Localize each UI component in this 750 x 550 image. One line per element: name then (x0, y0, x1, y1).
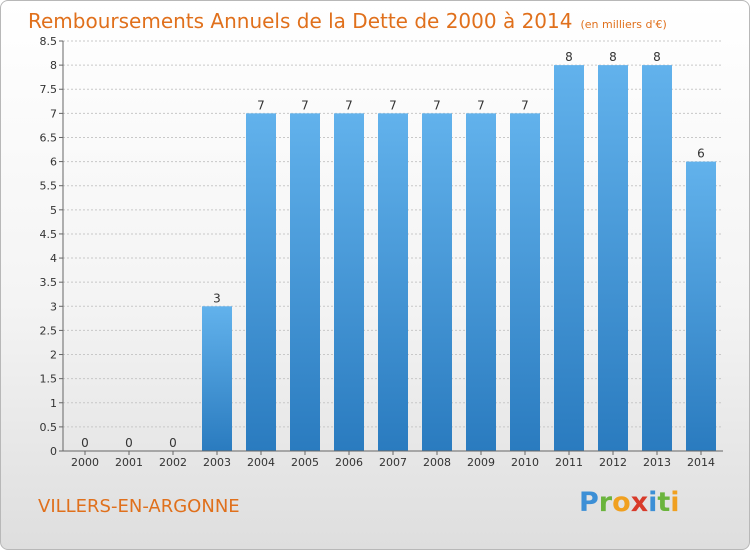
y-tick-label: 4.5 (40, 228, 58, 241)
x-tick-label: 2013 (643, 456, 671, 469)
value-label: 8 (609, 50, 617, 64)
y-tick-label: 4 (50, 252, 57, 265)
y-tick-label: 2.5 (40, 324, 58, 337)
value-label: 8 (565, 50, 573, 64)
chart-title: Remboursements Annuels de la Dette de 20… (28, 9, 667, 33)
value-label: 7 (433, 98, 441, 112)
y-tick-label: 6.5 (40, 131, 58, 144)
x-tick-label: 2001 (115, 456, 143, 469)
y-tick-label: 0.5 (40, 421, 58, 434)
y-tick-label: 8.5 (40, 35, 58, 48)
x-tick-label: 2012 (599, 456, 627, 469)
bars (202, 65, 716, 452)
labels: 0 2000 0 2001 0 2002 3 2003 7 2004 7 2005 7 2006 7 2007… (71, 50, 715, 469)
bar (378, 113, 408, 452)
x-tick-label: 2009 (467, 456, 495, 469)
logo-letter: r (598, 487, 613, 518)
x-tick-label: 2003 (203, 456, 231, 469)
y-tick-label: 3.5 (40, 276, 58, 289)
value-label: 7 (521, 98, 529, 112)
x-tick-label: 2007 (379, 456, 407, 469)
y-tick-label: 0 (50, 445, 57, 458)
bar (334, 113, 364, 452)
x-tick-label: 2000 (71, 456, 99, 469)
bar (598, 65, 628, 451)
y-tick-label: 1.5 (40, 373, 58, 386)
y-tick-label: 6 (50, 156, 57, 169)
logo-letter: i (648, 487, 658, 518)
bar (466, 113, 496, 452)
y-tick-label: 5.5 (40, 180, 58, 193)
bar (554, 65, 584, 451)
logo-letter: t (657, 487, 671, 518)
chart-unit: (en milliers d'€) (580, 18, 667, 31)
commune-name: VILLERS-EN-ARGONNE (38, 496, 240, 517)
x-tick-label: 2010 (511, 456, 539, 469)
x-tick-label: 2004 (247, 456, 275, 469)
chart-title-text: Remboursements Annuels de la Dette de 20… (28, 9, 573, 33)
bar (202, 306, 232, 451)
x-tick-label: 2002 (159, 456, 187, 469)
logo-letter: x (630, 487, 649, 518)
y-tick-label: 5 (50, 204, 57, 217)
bar (422, 113, 452, 452)
x-tick-label: 2008 (423, 456, 451, 469)
axes: 0 0.5 1 1.5 2 2.5 3 3.5 4 4.5 5 5.5 6 6.5 7 7.5 8 8.5 (40, 35, 723, 458)
y-tick-label: 1 (50, 397, 57, 410)
y-tick-label: 2 (50, 349, 57, 362)
value-label: 7 (389, 98, 397, 112)
x-tick-label: 2005 (291, 456, 319, 469)
grid-lines (63, 40, 723, 428)
bar (290, 113, 320, 452)
proxiti-logo[interactable]: Proxiti (579, 487, 680, 518)
logo-letter: i (670, 487, 680, 518)
bar (246, 113, 276, 452)
value-label: 7 (477, 98, 485, 112)
bar (510, 113, 540, 452)
y-tick-label: 7.5 (40, 83, 58, 96)
x-tick-label: 2006 (335, 456, 363, 469)
logo-letter: o (612, 487, 631, 518)
bar (686, 161, 716, 451)
x-tick-label: 2014 (687, 456, 715, 469)
value-label: 0 (81, 436, 89, 450)
value-label: 0 (169, 436, 177, 450)
logo-letter: P (579, 487, 599, 518)
y-tick-label: 3 (50, 300, 57, 313)
y-tick-label: 7 (50, 107, 57, 120)
x-tick-label: 2011 (555, 456, 583, 469)
value-label: 7 (257, 98, 265, 112)
value-label: 8 (653, 50, 661, 64)
value-label: 6 (697, 147, 705, 161)
bar (642, 65, 672, 451)
value-label: 7 (301, 98, 309, 112)
value-label: 3 (213, 291, 221, 305)
y-tick-label: 8 (50, 59, 57, 72)
value-label: 0 (125, 436, 133, 450)
value-label: 7 (345, 98, 353, 112)
